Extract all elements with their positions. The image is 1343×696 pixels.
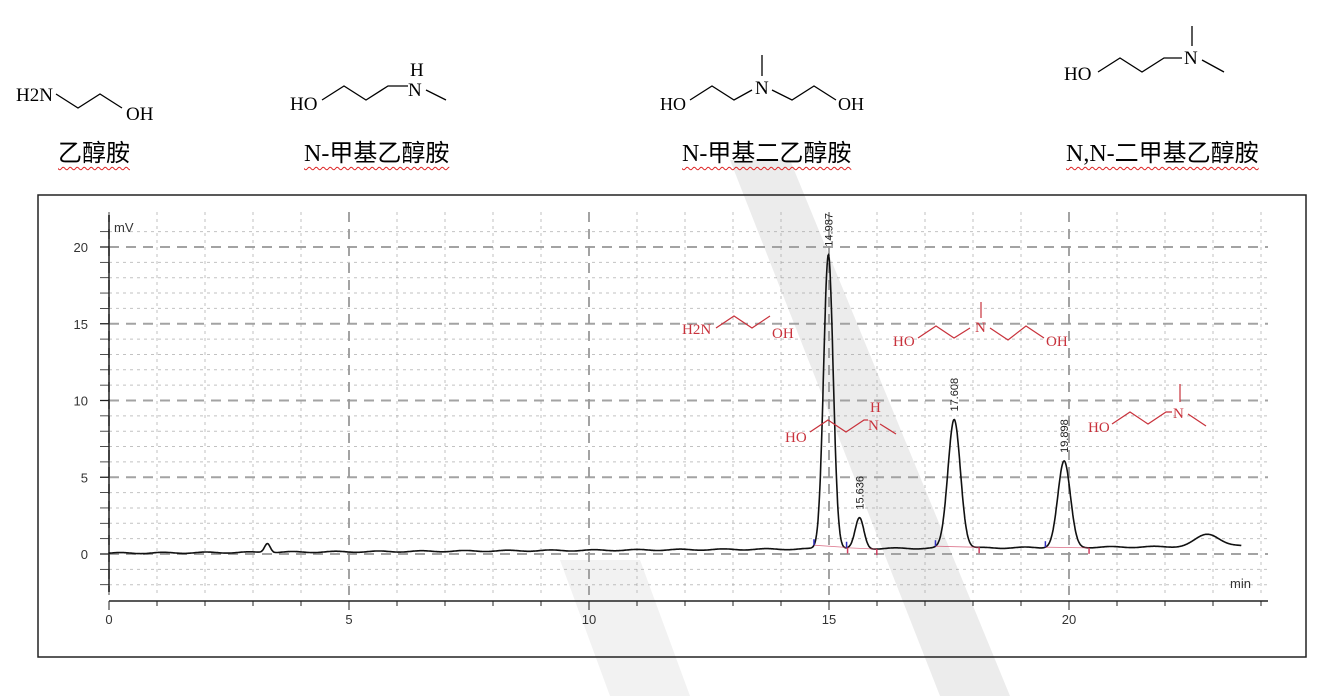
atom-label: H2N <box>682 322 711 338</box>
atom-label: OH <box>1046 334 1068 350</box>
atom-label: H2N <box>16 85 53 106</box>
atom-label: H <box>870 400 881 416</box>
watermark-stroke <box>730 160 1010 696</box>
chromatogram-trace <box>109 253 1242 555</box>
caption-n-methylethanolamine: N-甲基乙醇胺 <box>304 141 450 167</box>
integration-baseline <box>846 547 877 550</box>
peak-retention-label: 17.608 <box>949 378 961 412</box>
caption-nn-dimethylethanolamine: N,N-二甲基乙醇胺 <box>1066 141 1259 167</box>
x-tick-label: 5 <box>345 612 352 627</box>
atom-label: H <box>410 60 424 81</box>
atom-label: OH <box>772 326 794 342</box>
integration-baseline <box>1045 546 1090 549</box>
atom-label: N <box>755 78 769 99</box>
structure-ethanolamine <box>55 93 123 109</box>
structure-n-methylethanolamine <box>321 85 447 101</box>
chart-frame <box>37 194 1307 658</box>
atom-label: HO <box>660 94 686 114</box>
y-axis-label: mV <box>114 220 134 235</box>
x-axis-label: min <box>1230 576 1251 591</box>
atom-label: OH <box>838 94 864 114</box>
atom-label: HO <box>893 334 915 350</box>
caption-n-methyldiethanolamine: N-甲基二乙醇胺 <box>682 141 852 167</box>
y-tick-label: 10 <box>74 394 88 409</box>
atom-label: HO <box>785 430 807 446</box>
atom-label: HO <box>290 94 317 115</box>
structure-nn-dimethylethanolamine <box>1097 26 1225 73</box>
x-tick-label: 10 <box>582 612 596 627</box>
atom-label: N <box>1184 48 1198 69</box>
y-tick-label: 0 <box>81 547 88 562</box>
trace-group <box>109 253 1242 556</box>
y-tick-label: 5 <box>81 470 88 485</box>
peak-retention-label: 15.636 <box>855 476 867 510</box>
integration-baseline <box>813 544 848 548</box>
integration-baseline <box>935 545 980 548</box>
atom-label: HO <box>1088 420 1110 436</box>
atom-label: N <box>868 418 879 434</box>
structure-row: H2N OH HO H N HO N OH HO N <box>16 26 1225 125</box>
x-tick-label: 15 <box>822 612 836 627</box>
atom-label: N <box>1173 406 1184 422</box>
atom-label: N <box>408 80 422 101</box>
axes: 0 5 10 15 20 0 5 10 15 20 <box>74 215 1268 627</box>
atom-label: N <box>975 320 986 336</box>
x-tick-label: 0 <box>105 612 112 627</box>
annotation-n-methyldiethanolamine: HO N OH <box>893 302 1068 350</box>
annotation-n-methylethanolamine: HO H N <box>785 400 897 446</box>
atom-label: OH <box>126 104 154 125</box>
structure-n-methyldiethanolamine <box>689 55 837 101</box>
annotation-ethanolamine: H2N OH <box>682 315 794 342</box>
x-tick-label: 20 <box>1062 612 1076 627</box>
peak-retention-label: 14.987 <box>823 213 835 247</box>
y-tick-label: 20 <box>74 240 88 255</box>
annotation-nn-dimethylethanolamine: HO N <box>1088 384 1207 436</box>
peak-labels: 14.987 15.636 17.608 19.898 <box>823 213 1071 510</box>
watermark-stroke <box>560 560 690 696</box>
grid <box>108 212 1268 595</box>
caption-ethanolamine: 乙醇胺 <box>58 141 130 167</box>
atom-label: HO <box>1064 64 1091 85</box>
peak-retention-label: 19.898 <box>1059 419 1071 453</box>
y-tick-label: 15 <box>74 317 88 332</box>
